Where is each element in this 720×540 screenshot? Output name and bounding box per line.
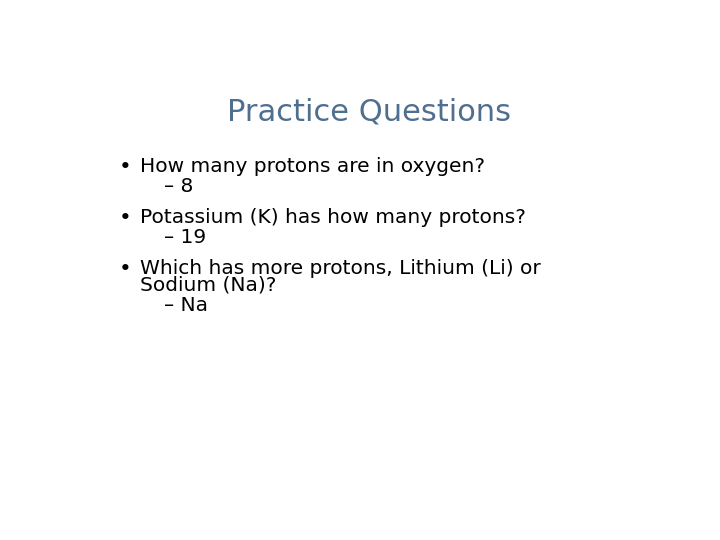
Text: •: • [119, 259, 131, 279]
Text: Potassium (K) has how many protons?: Potassium (K) has how many protons? [140, 208, 526, 227]
Text: – 19: – 19 [163, 228, 206, 247]
Text: Which has more protons, Lithium (Li) or: Which has more protons, Lithium (Li) or [140, 259, 541, 278]
Text: – Na: – Na [163, 296, 207, 315]
Text: How many protons are in oxygen?: How many protons are in oxygen? [140, 157, 485, 176]
Text: – 8: – 8 [163, 177, 193, 196]
Text: Practice Questions: Practice Questions [227, 97, 511, 126]
Text: Sodium (Na)?: Sodium (Na)? [140, 276, 276, 295]
Text: •: • [119, 208, 131, 228]
Text: •: • [119, 157, 131, 177]
